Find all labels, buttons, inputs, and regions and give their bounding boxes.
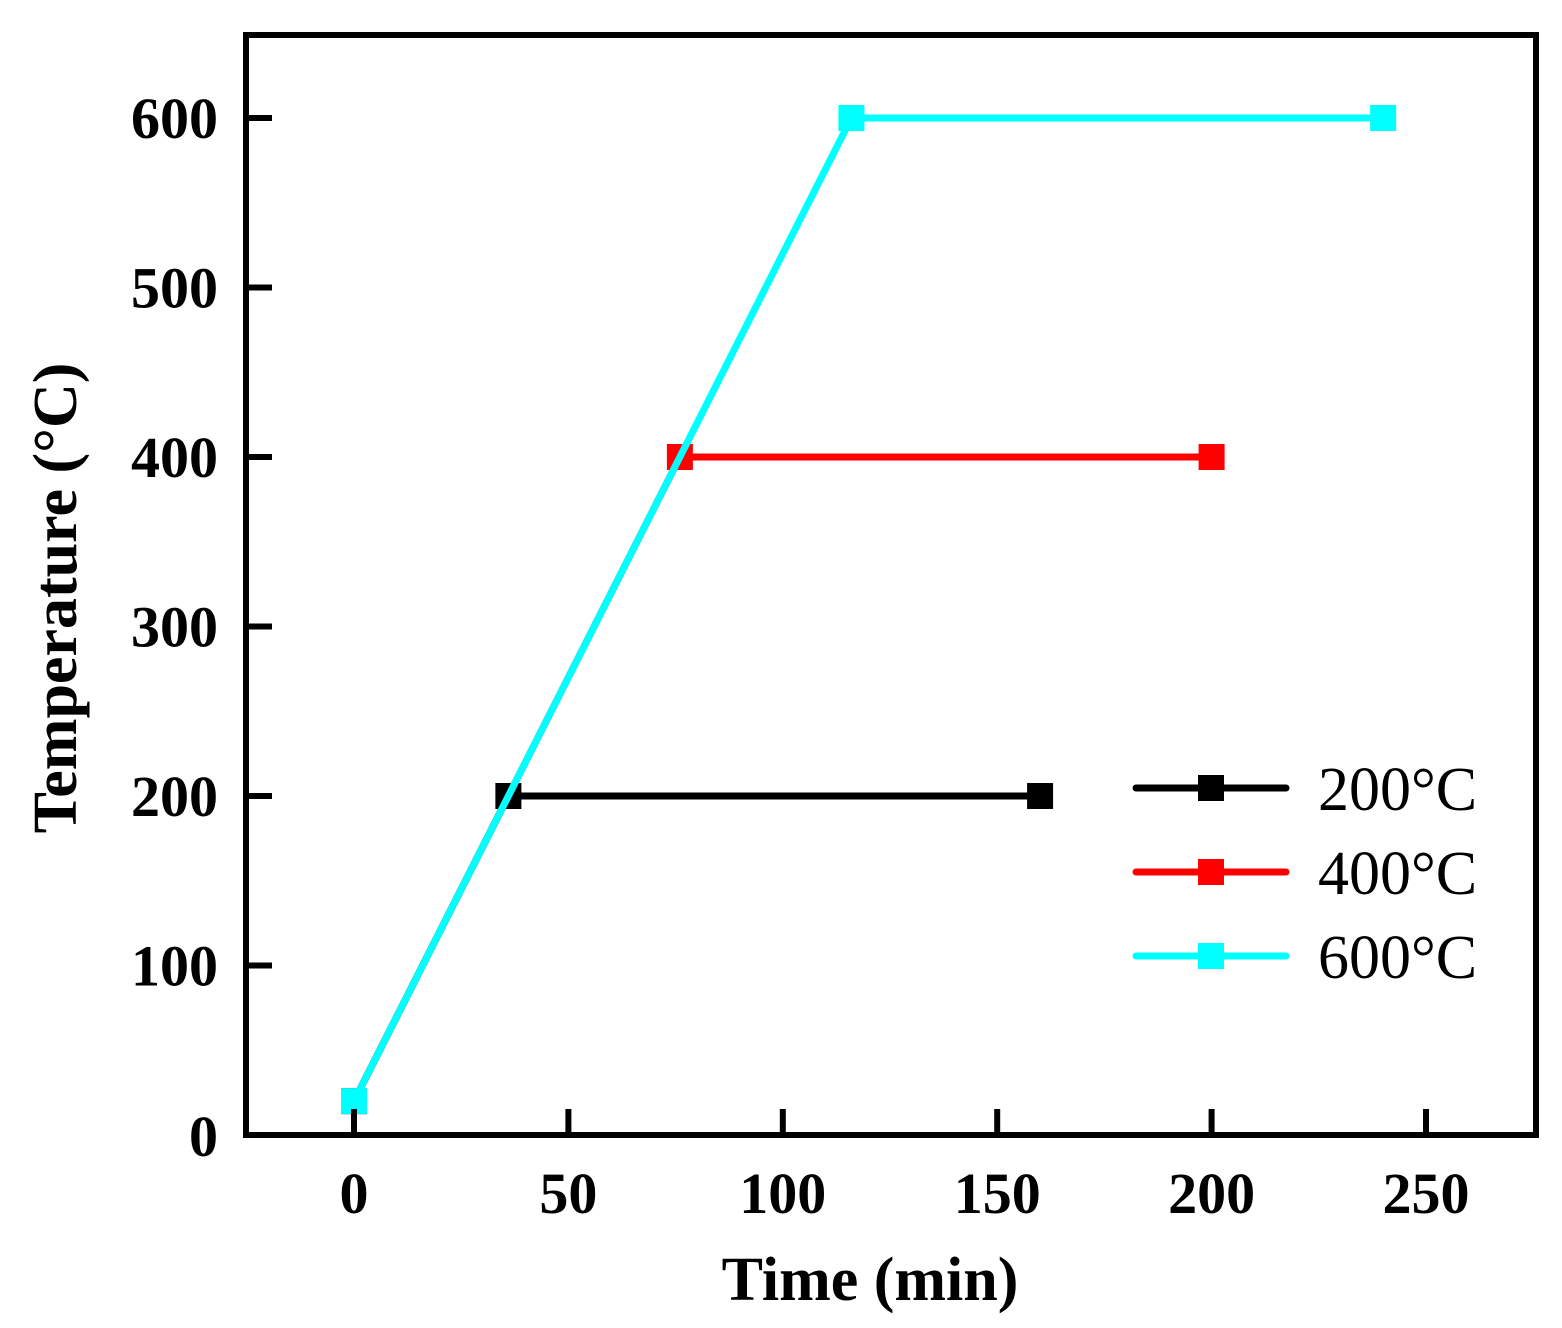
x-axis-ticks: 0 50 100 150 200 250 xyxy=(340,1109,1470,1226)
x-tick-label-150: 150 xyxy=(954,1161,1041,1226)
data-point-600-c-1 xyxy=(838,105,865,131)
x-tick-label-100: 100 xyxy=(739,1161,826,1226)
y-tick-label-200: 200 xyxy=(131,764,218,829)
x-tick-label-50: 50 xyxy=(539,1161,597,1226)
legend-marker-400-c xyxy=(1198,859,1224,885)
y-tick-label-400: 400 xyxy=(131,425,218,490)
series-layer xyxy=(341,105,1397,1115)
legend-marker-600-c xyxy=(1198,943,1224,969)
x-tick-label-0: 0 xyxy=(340,1161,369,1226)
x-tick-label-250: 250 xyxy=(1383,1161,1470,1226)
y-tick-label-300: 300 xyxy=(131,595,218,660)
legend-label-400-c: 400°C xyxy=(1318,840,1477,908)
series-line-200-c xyxy=(350,792,1044,1105)
y-tick-label-0: 0 xyxy=(189,1104,218,1169)
y-axis-ticks: 0 100 200 300 400 500 600 xyxy=(131,86,272,1169)
x-tick-label-200: 200 xyxy=(1168,1161,1255,1226)
legend-marker-200-c xyxy=(1198,775,1224,801)
y-tick-label-600: 600 xyxy=(131,86,218,151)
legend-label-600-c: 600°C xyxy=(1318,924,1477,992)
y-tick-label-100: 100 xyxy=(131,934,218,999)
plot-area-frame xyxy=(243,32,1539,1138)
y-tick-label-500: 500 xyxy=(131,256,218,321)
legend-label-200-c: 200°C xyxy=(1318,756,1477,824)
legend: 200°C 400°C 600°C xyxy=(1132,756,1477,992)
x-axis-title: Time (min) xyxy=(722,1246,1019,1314)
data-point-200-c-2 xyxy=(1027,783,1054,809)
data-point-400-c-2 xyxy=(1198,444,1225,470)
y-axis-title: Temperature (°C) xyxy=(22,363,90,834)
series-line-400-c xyxy=(350,453,1216,1105)
data-point-600-c-2 xyxy=(1370,105,1397,131)
